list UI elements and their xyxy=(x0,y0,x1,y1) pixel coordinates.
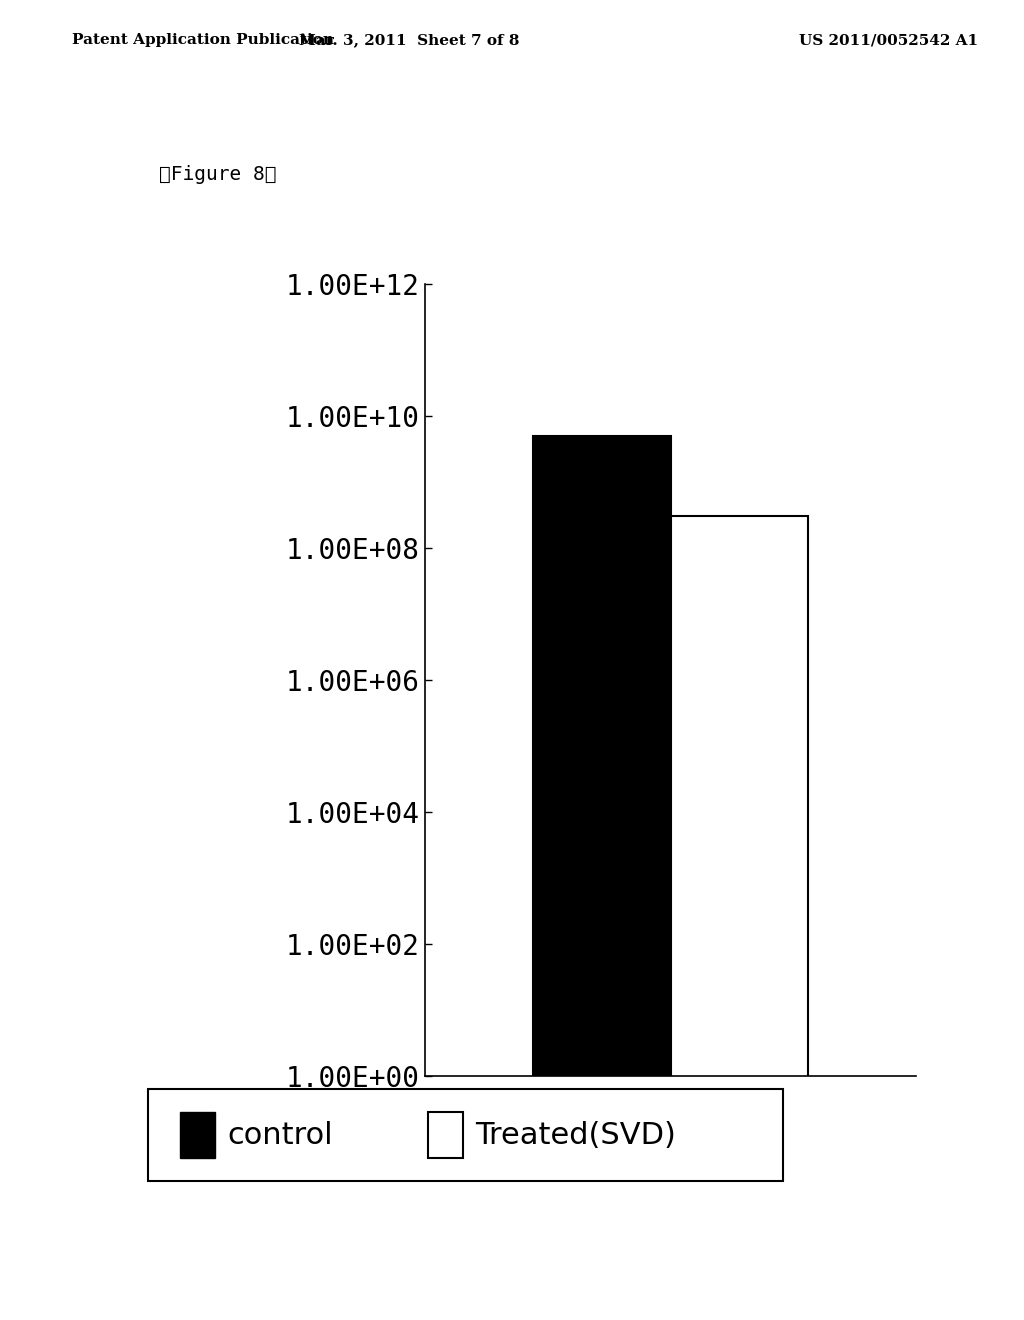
Bar xyxy=(534,436,671,1320)
Text: Mar. 3, 2011  Sheet 7 of 8: Mar. 3, 2011 Sheet 7 of 8 xyxy=(299,33,520,48)
FancyBboxPatch shape xyxy=(148,1089,783,1181)
Text: control: control xyxy=(227,1121,334,1150)
Bar xyxy=(428,1111,463,1159)
Bar xyxy=(180,1111,215,1159)
Text: 【Figure 8】: 【Figure 8】 xyxy=(159,165,276,183)
Bar xyxy=(671,516,808,1320)
Text: Treated(SVD): Treated(SVD) xyxy=(475,1121,676,1150)
Text: US 2011/0052542 A1: US 2011/0052542 A1 xyxy=(799,33,978,48)
Text: Patent Application Publication: Patent Application Publication xyxy=(72,33,334,48)
